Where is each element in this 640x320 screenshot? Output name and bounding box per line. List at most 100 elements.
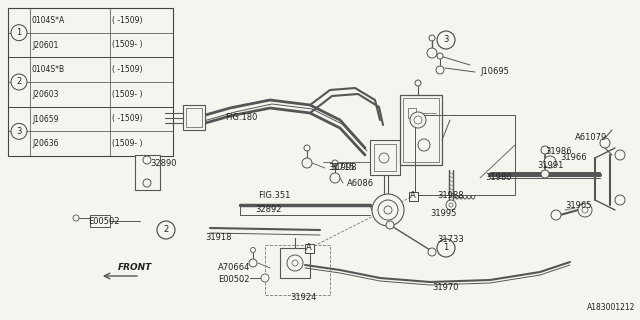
- Text: FIG.351: FIG.351: [258, 191, 291, 201]
- Circle shape: [449, 203, 453, 207]
- Text: (1509- ): (1509- ): [112, 139, 143, 148]
- Text: J10659: J10659: [32, 115, 58, 124]
- Text: ( -1509): ( -1509): [112, 16, 143, 25]
- Circle shape: [437, 239, 455, 257]
- Circle shape: [410, 112, 426, 128]
- Circle shape: [287, 255, 303, 271]
- Circle shape: [143, 156, 151, 164]
- Circle shape: [11, 74, 27, 90]
- Circle shape: [11, 25, 27, 41]
- Circle shape: [379, 153, 389, 163]
- Circle shape: [73, 215, 79, 221]
- Text: E00502: E00502: [218, 276, 250, 284]
- Circle shape: [446, 200, 456, 210]
- Text: 31733: 31733: [437, 236, 464, 244]
- Text: 31991: 31991: [537, 162, 563, 171]
- Text: 31965: 31965: [565, 202, 591, 211]
- Bar: [186, 108, 202, 127]
- Text: 1: 1: [17, 28, 22, 37]
- Bar: [183, 105, 205, 130]
- Text: 31966: 31966: [560, 154, 587, 163]
- Bar: [415, 115, 515, 195]
- Text: J20636: J20636: [32, 139, 58, 148]
- Circle shape: [437, 53, 443, 59]
- Bar: [374, 144, 396, 171]
- Circle shape: [143, 179, 151, 187]
- Circle shape: [330, 173, 340, 183]
- Text: 0104S*B: 0104S*B: [32, 65, 65, 74]
- Circle shape: [250, 247, 255, 252]
- Bar: [280, 248, 310, 278]
- Text: (1509- ): (1509- ): [112, 41, 143, 50]
- Text: 31986: 31986: [545, 148, 572, 156]
- Bar: [403, 98, 439, 162]
- Text: 3: 3: [444, 36, 449, 44]
- Circle shape: [372, 194, 404, 226]
- Circle shape: [11, 123, 27, 139]
- Bar: [400, 95, 442, 165]
- Text: A6086: A6086: [347, 179, 374, 188]
- Text: J10695: J10695: [480, 68, 509, 76]
- Text: 31924: 31924: [290, 293, 316, 302]
- Text: 31980: 31980: [485, 173, 511, 182]
- Text: 31998: 31998: [330, 164, 356, 172]
- Text: FRONT: FRONT: [118, 263, 152, 273]
- Bar: [8, 8, 173, 156]
- Circle shape: [429, 35, 435, 41]
- Bar: [135, 155, 160, 190]
- Circle shape: [578, 203, 592, 217]
- Text: 31970: 31970: [432, 284, 458, 292]
- Text: 3: 3: [16, 127, 22, 136]
- Circle shape: [378, 200, 398, 220]
- Bar: [408, 108, 416, 118]
- Bar: [370, 140, 400, 175]
- Text: J20601: J20601: [32, 41, 58, 50]
- Text: (1509- ): (1509- ): [112, 90, 143, 99]
- Circle shape: [418, 139, 430, 151]
- Text: 1: 1: [444, 244, 449, 252]
- Circle shape: [436, 66, 444, 74]
- Text: 32890: 32890: [150, 158, 177, 167]
- Circle shape: [386, 221, 394, 229]
- Text: A61079: A61079: [575, 133, 607, 142]
- Text: A: A: [410, 191, 416, 201]
- Circle shape: [428, 248, 436, 256]
- Circle shape: [437, 31, 455, 49]
- Circle shape: [157, 221, 175, 239]
- Circle shape: [304, 145, 310, 151]
- Text: A183001212: A183001212: [587, 303, 635, 312]
- Circle shape: [427, 48, 437, 58]
- Circle shape: [551, 210, 561, 220]
- Text: FIG.180: FIG.180: [225, 114, 257, 123]
- Bar: [265, 245, 330, 295]
- Text: A: A: [306, 244, 312, 252]
- Circle shape: [249, 259, 257, 267]
- Text: 2: 2: [163, 226, 168, 235]
- Circle shape: [384, 206, 392, 214]
- Circle shape: [615, 150, 625, 160]
- Bar: [90, 215, 110, 227]
- Text: 31918: 31918: [205, 233, 232, 242]
- Text: E00502: E00502: [88, 218, 120, 227]
- Circle shape: [292, 260, 298, 266]
- Circle shape: [302, 158, 312, 168]
- Circle shape: [541, 170, 549, 178]
- Text: 31988: 31988: [437, 190, 463, 199]
- Circle shape: [261, 274, 269, 282]
- Circle shape: [541, 146, 549, 154]
- Circle shape: [332, 160, 338, 166]
- Text: 31995: 31995: [430, 210, 456, 219]
- Text: 2: 2: [17, 77, 22, 86]
- Bar: [305, 244, 314, 252]
- Text: J20603: J20603: [32, 90, 58, 99]
- Text: ( -1509): ( -1509): [112, 115, 143, 124]
- Circle shape: [615, 195, 625, 205]
- Circle shape: [415, 80, 421, 86]
- Text: ( -1509): ( -1509): [112, 65, 143, 74]
- Circle shape: [600, 138, 610, 148]
- Text: 31715: 31715: [328, 164, 355, 172]
- Circle shape: [414, 116, 422, 124]
- Bar: [408, 191, 417, 201]
- Text: 32892: 32892: [255, 205, 282, 214]
- Text: 0104S*A: 0104S*A: [32, 16, 65, 25]
